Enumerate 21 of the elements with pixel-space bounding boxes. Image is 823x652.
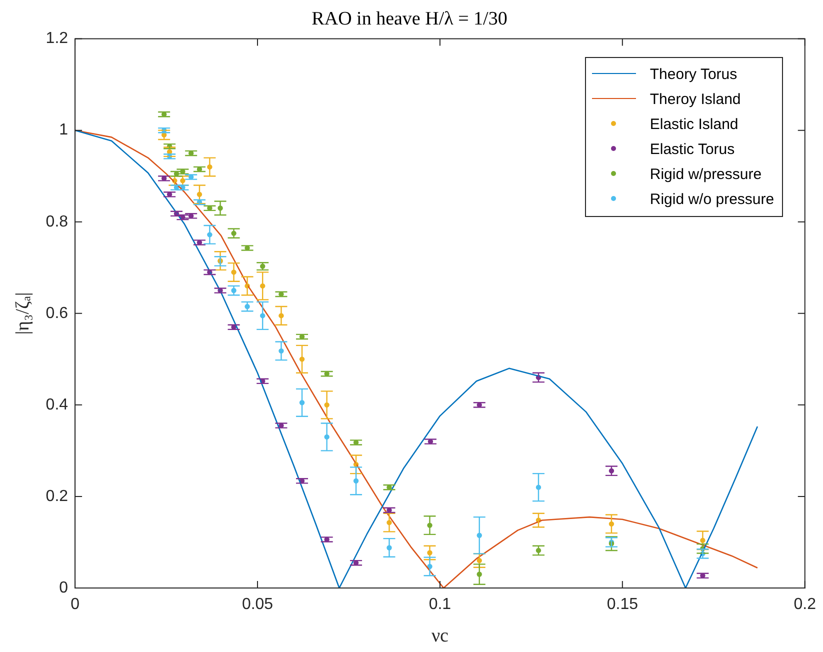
- y-tick-label: 1.2: [46, 30, 68, 48]
- x-tick-label: 0.05: [242, 596, 274, 614]
- legend-label: Elastic Island: [650, 116, 738, 133]
- legend-label: Theroy Island: [650, 90, 741, 108]
- legend-label: Rigid w/o pressure: [650, 190, 774, 208]
- y-tick-label: 1: [59, 122, 68, 139]
- x-tick-label: 0.2: [794, 596, 816, 614]
- legend-label: Theory Torus: [650, 66, 738, 83]
- y-tick-label: 0.6: [46, 304, 68, 322]
- y-tick-label: 0.4: [46, 396, 68, 414]
- x-tick-label: 0.1: [428, 596, 452, 614]
- x-axis-title: νc: [431, 626, 448, 647]
- y-tick-label: 0.8: [46, 213, 68, 230]
- y-axis-title: |η₃/ζₐ|: [12, 292, 34, 335]
- chart-title: RAO in heave H/λ = 1/30: [312, 8, 508, 30]
- x-tick-label: 0: [70, 596, 80, 614]
- y-tick-label: 0: [59, 579, 68, 596]
- y-tick-label: 0.2: [46, 488, 68, 505]
- legend-label: Elastic Torus: [650, 140, 735, 158]
- x-tick-label: 0.15: [606, 596, 638, 614]
- legend-label: Rigid w/pressure: [650, 166, 762, 183]
